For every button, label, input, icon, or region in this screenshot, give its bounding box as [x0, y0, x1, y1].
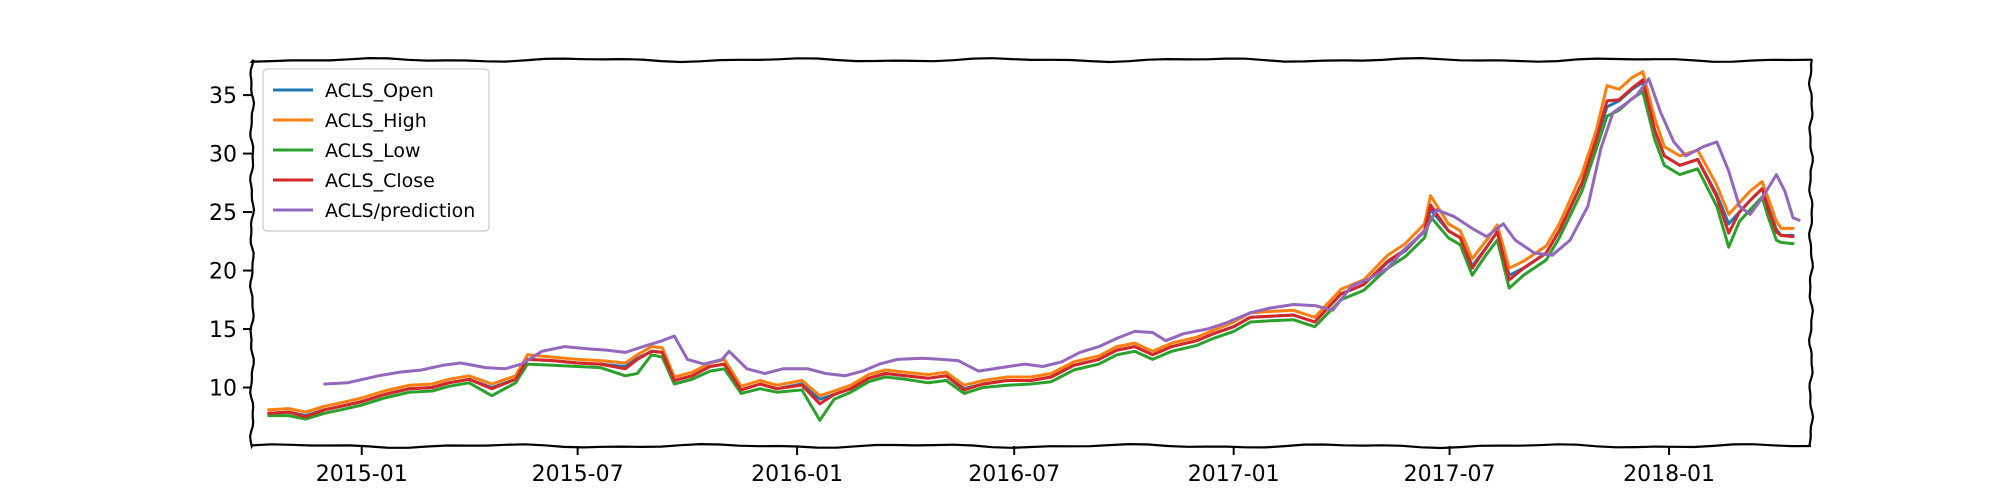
y-tick-label: 30: [209, 143, 237, 168]
legend-label: ACLS_High: [325, 110, 427, 132]
x-tick-label: 2017-07: [1404, 462, 1496, 487]
series-layer: [267, 70, 1801, 422]
series-line-acls-high: [267, 70, 1795, 414]
legend: ACLS_Open ACLS_High ACLS_Low ACLS_Close ACLS…: [262, 68, 490, 232]
series-line-acls-prediction: [323, 77, 1801, 386]
x-tick-label: 2015-01: [316, 462, 408, 487]
x-tick-label: 2016-07: [968, 462, 1060, 487]
legend-label: ACLS/prediction: [325, 200, 475, 222]
x-axis: 2015-01 2015-07 2016-01 2016-07 2017-01 2017-…: [316, 446, 1715, 487]
y-tick-label: 20: [209, 260, 237, 285]
legend-box: [262, 68, 490, 232]
legend-label: ACLS_Close: [325, 170, 435, 192]
series-line-acls-close: [267, 78, 1795, 419]
x-tick-label: 2015-07: [532, 462, 624, 487]
legend-label: ACLS_Open: [325, 80, 434, 102]
x-tick-label: 2018-01: [1623, 462, 1715, 487]
plot-frame: [248, 56, 1815, 450]
y-axis: 10 15 20 25 30 35: [209, 84, 252, 402]
y-tick-label: 25: [209, 201, 237, 226]
x-tick-label: 2017-01: [1188, 462, 1280, 487]
y-tick-label: 35: [209, 84, 237, 109]
series-line-acls-low: [267, 90, 1795, 422]
legend-label: ACLS_Low: [325, 140, 421, 162]
y-tick-label: 15: [209, 318, 237, 343]
y-tick-label: 10: [209, 377, 237, 402]
x-tick-label: 2016-01: [751, 462, 843, 487]
